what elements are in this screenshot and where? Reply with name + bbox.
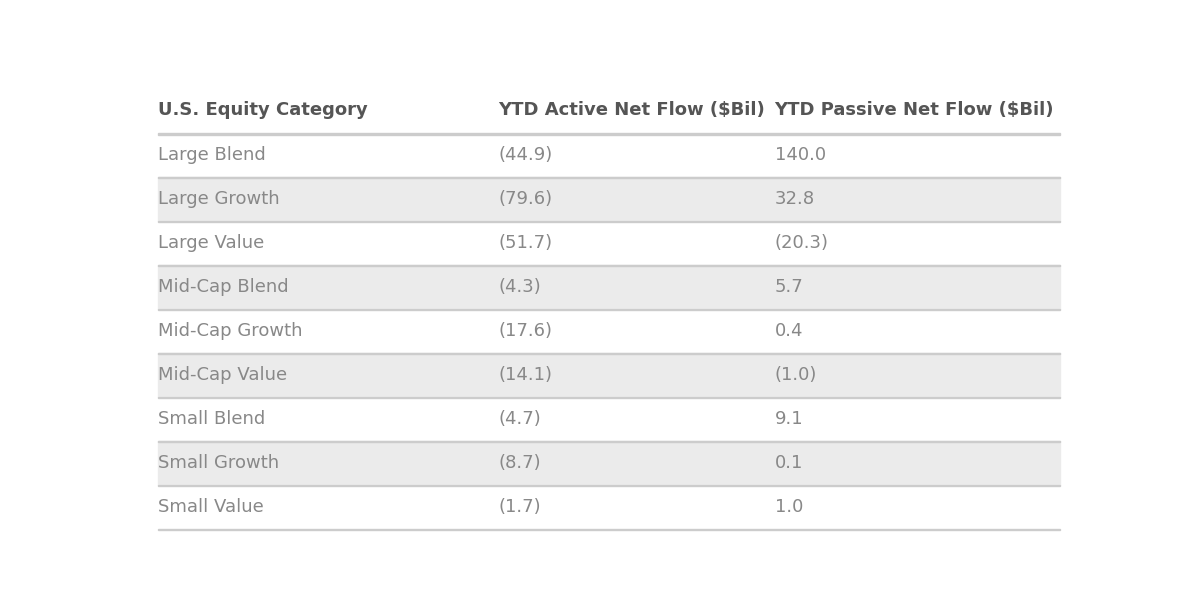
Bar — [158, 397, 1060, 398]
Text: 140.0: 140.0 — [775, 146, 826, 164]
Bar — [158, 397, 1060, 441]
Bar — [158, 353, 1060, 397]
Bar — [158, 177, 1060, 178]
Bar — [158, 177, 1060, 221]
Text: Large Growth: Large Growth — [158, 190, 279, 208]
Text: (79.6): (79.6) — [499, 190, 552, 208]
Text: 0.4: 0.4 — [775, 322, 803, 340]
Text: Large Blend: Large Blend — [158, 146, 265, 164]
Bar — [158, 309, 1060, 310]
Text: (4.7): (4.7) — [499, 410, 541, 428]
Text: Small Value: Small Value — [158, 498, 264, 516]
Text: Large Value: Large Value — [158, 234, 264, 252]
Text: Small Growth: Small Growth — [158, 454, 279, 472]
Bar — [158, 353, 1060, 354]
Text: U.S. Equity Category: U.S. Equity Category — [158, 101, 367, 119]
Bar — [158, 265, 1060, 309]
Text: Mid-Cap Growth: Mid-Cap Growth — [158, 322, 302, 340]
Text: (51.7): (51.7) — [499, 234, 552, 252]
Bar — [158, 87, 1060, 133]
Bar — [158, 529, 1060, 530]
Text: (14.1): (14.1) — [499, 366, 552, 384]
Bar — [158, 221, 1060, 265]
Bar — [158, 133, 1060, 177]
Text: 0.1: 0.1 — [775, 454, 803, 472]
Bar — [158, 265, 1060, 266]
Bar — [158, 221, 1060, 222]
Text: (4.3): (4.3) — [499, 278, 541, 296]
Text: Mid-Cap Blend: Mid-Cap Blend — [158, 278, 289, 296]
Text: 32.8: 32.8 — [775, 190, 815, 208]
Text: (1.0): (1.0) — [775, 366, 817, 384]
Bar — [158, 485, 1060, 529]
Bar — [158, 441, 1060, 485]
Text: Mid-Cap Value: Mid-Cap Value — [158, 366, 286, 384]
Text: 1.0: 1.0 — [775, 498, 803, 516]
Text: (44.9): (44.9) — [499, 146, 552, 164]
Text: 5.7: 5.7 — [775, 278, 803, 296]
Text: (8.7): (8.7) — [499, 454, 541, 472]
Text: YTD Active Net Flow ($Bil): YTD Active Net Flow ($Bil) — [499, 101, 765, 119]
Bar — [158, 133, 1060, 134]
Text: Small Blend: Small Blend — [158, 410, 265, 428]
Text: (17.6): (17.6) — [499, 322, 552, 340]
Bar — [158, 441, 1060, 442]
Bar — [158, 485, 1060, 486]
Text: (1.7): (1.7) — [499, 498, 541, 516]
Text: (20.3): (20.3) — [775, 234, 828, 252]
Bar — [158, 309, 1060, 353]
Text: 9.1: 9.1 — [775, 410, 803, 428]
Text: YTD Passive Net Flow ($Bil): YTD Passive Net Flow ($Bil) — [775, 101, 1054, 119]
